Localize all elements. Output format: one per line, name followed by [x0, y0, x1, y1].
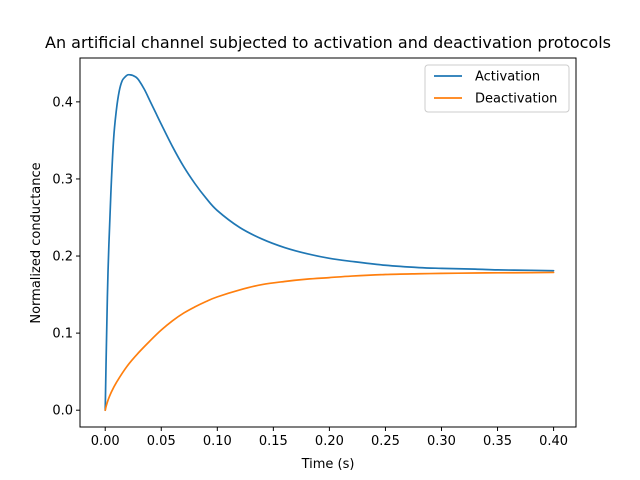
series-line-activation — [104, 73, 555, 412]
y-axis-label: Normalized conductance — [29, 162, 44, 323]
x-axis-ticks: 0.00 0.05 0.10 0.15 0.20 0.25 0.30 0.35 0.40 — [91, 427, 568, 449]
x-axis-label: Time (s) — [301, 457, 355, 472]
chart-title: An artificial channel subjected to activ… — [45, 33, 611, 52]
y-tick-label: 0.1 — [52, 327, 73, 342]
y-tick-label: 0.4 — [52, 95, 73, 110]
x-tick-label: 0.20 — [315, 434, 344, 449]
x-tick-label: 0.30 — [427, 434, 456, 449]
plot-frame — [79, 57, 577, 428]
x-tick-label: 0.15 — [259, 434, 288, 449]
y-tick-label: 0.3 — [52, 172, 73, 187]
x-tick-label: 0.10 — [203, 434, 232, 449]
x-tick-label: 0.25 — [371, 434, 400, 449]
x-tick-label: 0.40 — [539, 434, 568, 449]
legend-label-activation: Activation — [475, 70, 540, 85]
legend: Activation Deactivation — [424, 64, 570, 113]
y-axis-ticks: 0.0 0.1 0.2 0.3 0.4 — [52, 95, 80, 419]
x-tick-label: 0.05 — [147, 434, 176, 449]
legend-label-deactivation: Deactivation — [475, 92, 557, 107]
y-tick-label: 0.2 — [52, 250, 73, 265]
x-tick-label: 0.35 — [483, 434, 512, 449]
series-layer — [104, 73, 555, 412]
series-line-deactivation — [104, 271, 555, 412]
x-tick-label: 0.00 — [91, 434, 120, 449]
y-tick-label: 0.0 — [52, 404, 73, 419]
